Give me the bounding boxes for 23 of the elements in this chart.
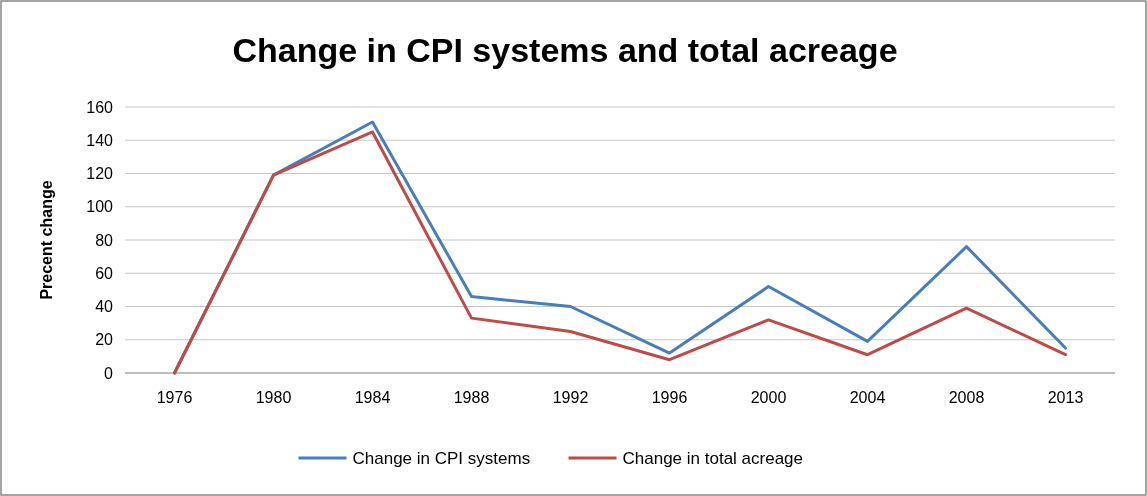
legend-label: Change in CPI systems	[352, 448, 531, 468]
x-tick-label: 1988	[453, 389, 490, 406]
x-tick-label: 1976	[156, 389, 193, 406]
x-tick-label: 2004	[849, 389, 886, 406]
x-tick-label: 1984	[354, 389, 391, 406]
y-tick-label: 140	[86, 131, 114, 149]
x-tick-label: 1980	[255, 389, 292, 406]
chart-title: Change in CPI systems and total acreage	[232, 31, 898, 69]
y-tick-label: 0	[104, 364, 114, 382]
x-tick-label: 2008	[948, 389, 985, 406]
y-axis-title: Precent change	[38, 180, 55, 300]
y-tick-label: 20	[95, 331, 114, 349]
x-tick-label: 1992	[552, 389, 589, 406]
y-tick-label: 80	[95, 231, 114, 249]
x-tick-label: 1996	[651, 389, 688, 406]
y-tick-label: 160	[86, 98, 114, 116]
y-tick-label: 40	[95, 298, 114, 316]
x-tick-label: 2000	[750, 389, 787, 406]
x-tick-label: 2013	[1047, 389, 1084, 406]
y-tick-label: 100	[86, 198, 114, 216]
legend-label: Change in total acreage	[622, 448, 804, 468]
y-tick-label: 60	[95, 264, 114, 282]
y-tick-label: 120	[86, 165, 114, 183]
